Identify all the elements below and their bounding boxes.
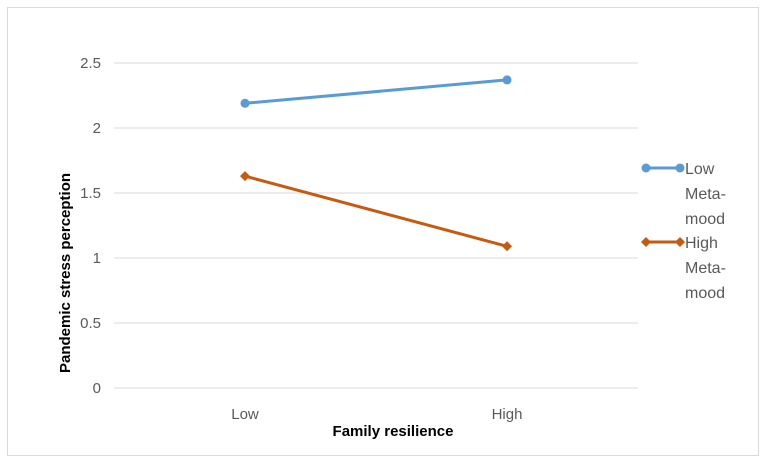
data-point	[240, 98, 250, 108]
y-tick-label: 0.5	[80, 315, 101, 332]
x-tick-labels: Low High	[231, 406, 522, 423]
y-tick-labels: 0 0.5 1 1.5 2 2.5	[80, 55, 101, 397]
x-tick-label: High	[492, 406, 523, 423]
series-lines	[240, 75, 512, 252]
data-point	[240, 171, 250, 182]
series-line	[244, 78, 508, 105]
x-tick-label: Low	[231, 406, 259, 423]
legend-marker	[675, 237, 685, 247]
legend-label: mood	[685, 285, 725, 302]
y-tick-label: 2	[93, 120, 101, 137]
y-tick-label: 0	[93, 380, 101, 397]
y-tick-label: 2.5	[80, 55, 101, 72]
legend-marker	[641, 163, 651, 173]
y-axis-title: Pandemic stress perception	[57, 173, 74, 373]
legend-label: Meta-	[685, 260, 726, 277]
legend: Low Meta-mood High Meta-mood	[641, 161, 726, 302]
legend-marker	[675, 163, 685, 173]
legend-marker	[641, 237, 651, 247]
legend-label: Meta-	[685, 186, 726, 203]
legend-label: mood	[685, 211, 725, 228]
x-axis-title: Family resilience	[333, 423, 454, 440]
data-point	[502, 75, 512, 85]
legend-label: Low	[685, 161, 715, 178]
y-tick-label: 1.5	[80, 185, 101, 202]
chart-frame	[7, 7, 759, 456]
y-tick-label: 1	[93, 250, 101, 267]
legend-label: High	[685, 235, 718, 252]
series-line	[244, 174, 508, 248]
gridlines	[114, 62, 638, 389]
data-point	[502, 241, 512, 252]
